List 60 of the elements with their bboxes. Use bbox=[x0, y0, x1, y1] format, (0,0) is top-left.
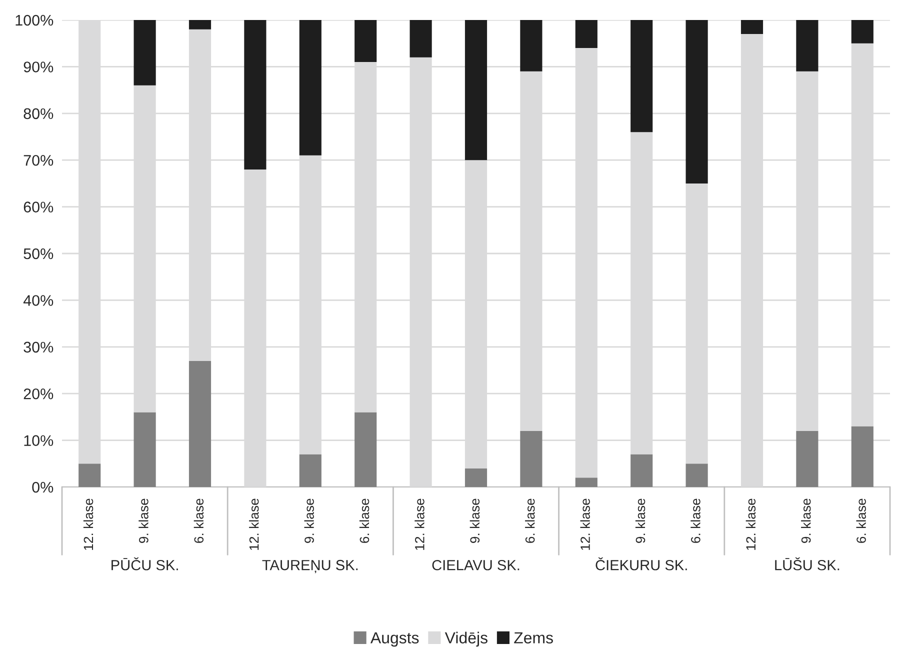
x-tick-label: 12. klase bbox=[249, 498, 259, 550]
y-tick-label: 70% bbox=[24, 154, 54, 166]
bar bbox=[464, 20, 488, 160]
y-tick-label: 20% bbox=[24, 388, 54, 400]
bar bbox=[188, 20, 212, 30]
x-tick-label: 12. klase bbox=[746, 498, 756, 550]
x-tick-label: 9. klase bbox=[801, 498, 811, 543]
x-tick-label: 12. klase bbox=[83, 498, 94, 550]
x-tick-label: 9. klase bbox=[304, 498, 314, 543]
bar bbox=[299, 20, 322, 156]
bar bbox=[686, 464, 708, 487]
y-tick-label: 40% bbox=[23, 295, 54, 306]
bar bbox=[188, 360, 212, 487]
legend-label: Augsts bbox=[370, 632, 419, 647]
bar bbox=[134, 20, 156, 86]
bar bbox=[134, 412, 156, 487]
bar bbox=[244, 20, 266, 170]
x-tick-label: 6. klase bbox=[525, 498, 535, 543]
bar bbox=[354, 412, 377, 487]
text: LŪŠU SK. bbox=[775, 557, 840, 570]
y-tick-label: 60% bbox=[24, 202, 54, 212]
x-tick-label: 6. klase bbox=[856, 498, 866, 543]
bar bbox=[410, 20, 432, 58]
text: TAUREŅU SK. bbox=[262, 560, 358, 574]
y-tick-label: 80% bbox=[24, 108, 54, 120]
bar bbox=[299, 454, 322, 487]
x-tick-label: 9. klase bbox=[470, 498, 480, 543]
bar bbox=[630, 20, 653, 132]
bar bbox=[851, 426, 874, 487]
bar bbox=[78, 464, 101, 487]
x-tick-label: 12. klase bbox=[414, 498, 424, 550]
y-tick-label: 100% bbox=[16, 14, 54, 26]
x-tick-label: 6. klase bbox=[194, 498, 204, 543]
y-tick-label: 10% bbox=[24, 435, 54, 446]
x-tick-label: 12. klase bbox=[580, 498, 590, 550]
x-tick-label: 6. klase bbox=[359, 498, 370, 543]
bar bbox=[575, 478, 598, 487]
text: PŪČU SK. bbox=[112, 557, 178, 570]
y-tick-label: 50% bbox=[24, 248, 54, 260]
bar bbox=[851, 20, 874, 44]
bar bbox=[796, 20, 818, 72]
bar bbox=[354, 20, 377, 62]
bar bbox=[686, 20, 708, 184]
x-tick-label: 9. klase bbox=[138, 498, 148, 543]
x-tick-label: 9. klase bbox=[635, 498, 646, 543]
bar bbox=[520, 430, 542, 487]
bar bbox=[520, 20, 542, 72]
legend-label: Zems bbox=[514, 632, 553, 644]
bar bbox=[740, 20, 764, 34]
y-tick-label: 30% bbox=[24, 342, 54, 353]
bar bbox=[796, 430, 818, 487]
text: CIELAVU SK. bbox=[432, 560, 520, 570]
text: ČIEKURU SK. bbox=[596, 557, 687, 570]
y-tick-label: 90% bbox=[24, 62, 54, 72]
bar bbox=[575, 20, 598, 48]
bar bbox=[464, 468, 488, 487]
y-tick-label: 0% bbox=[32, 482, 54, 493]
bar bbox=[630, 454, 653, 487]
x-tick-label: 6. klase bbox=[690, 498, 700, 543]
legend-label: Vidējs bbox=[444, 632, 488, 647]
